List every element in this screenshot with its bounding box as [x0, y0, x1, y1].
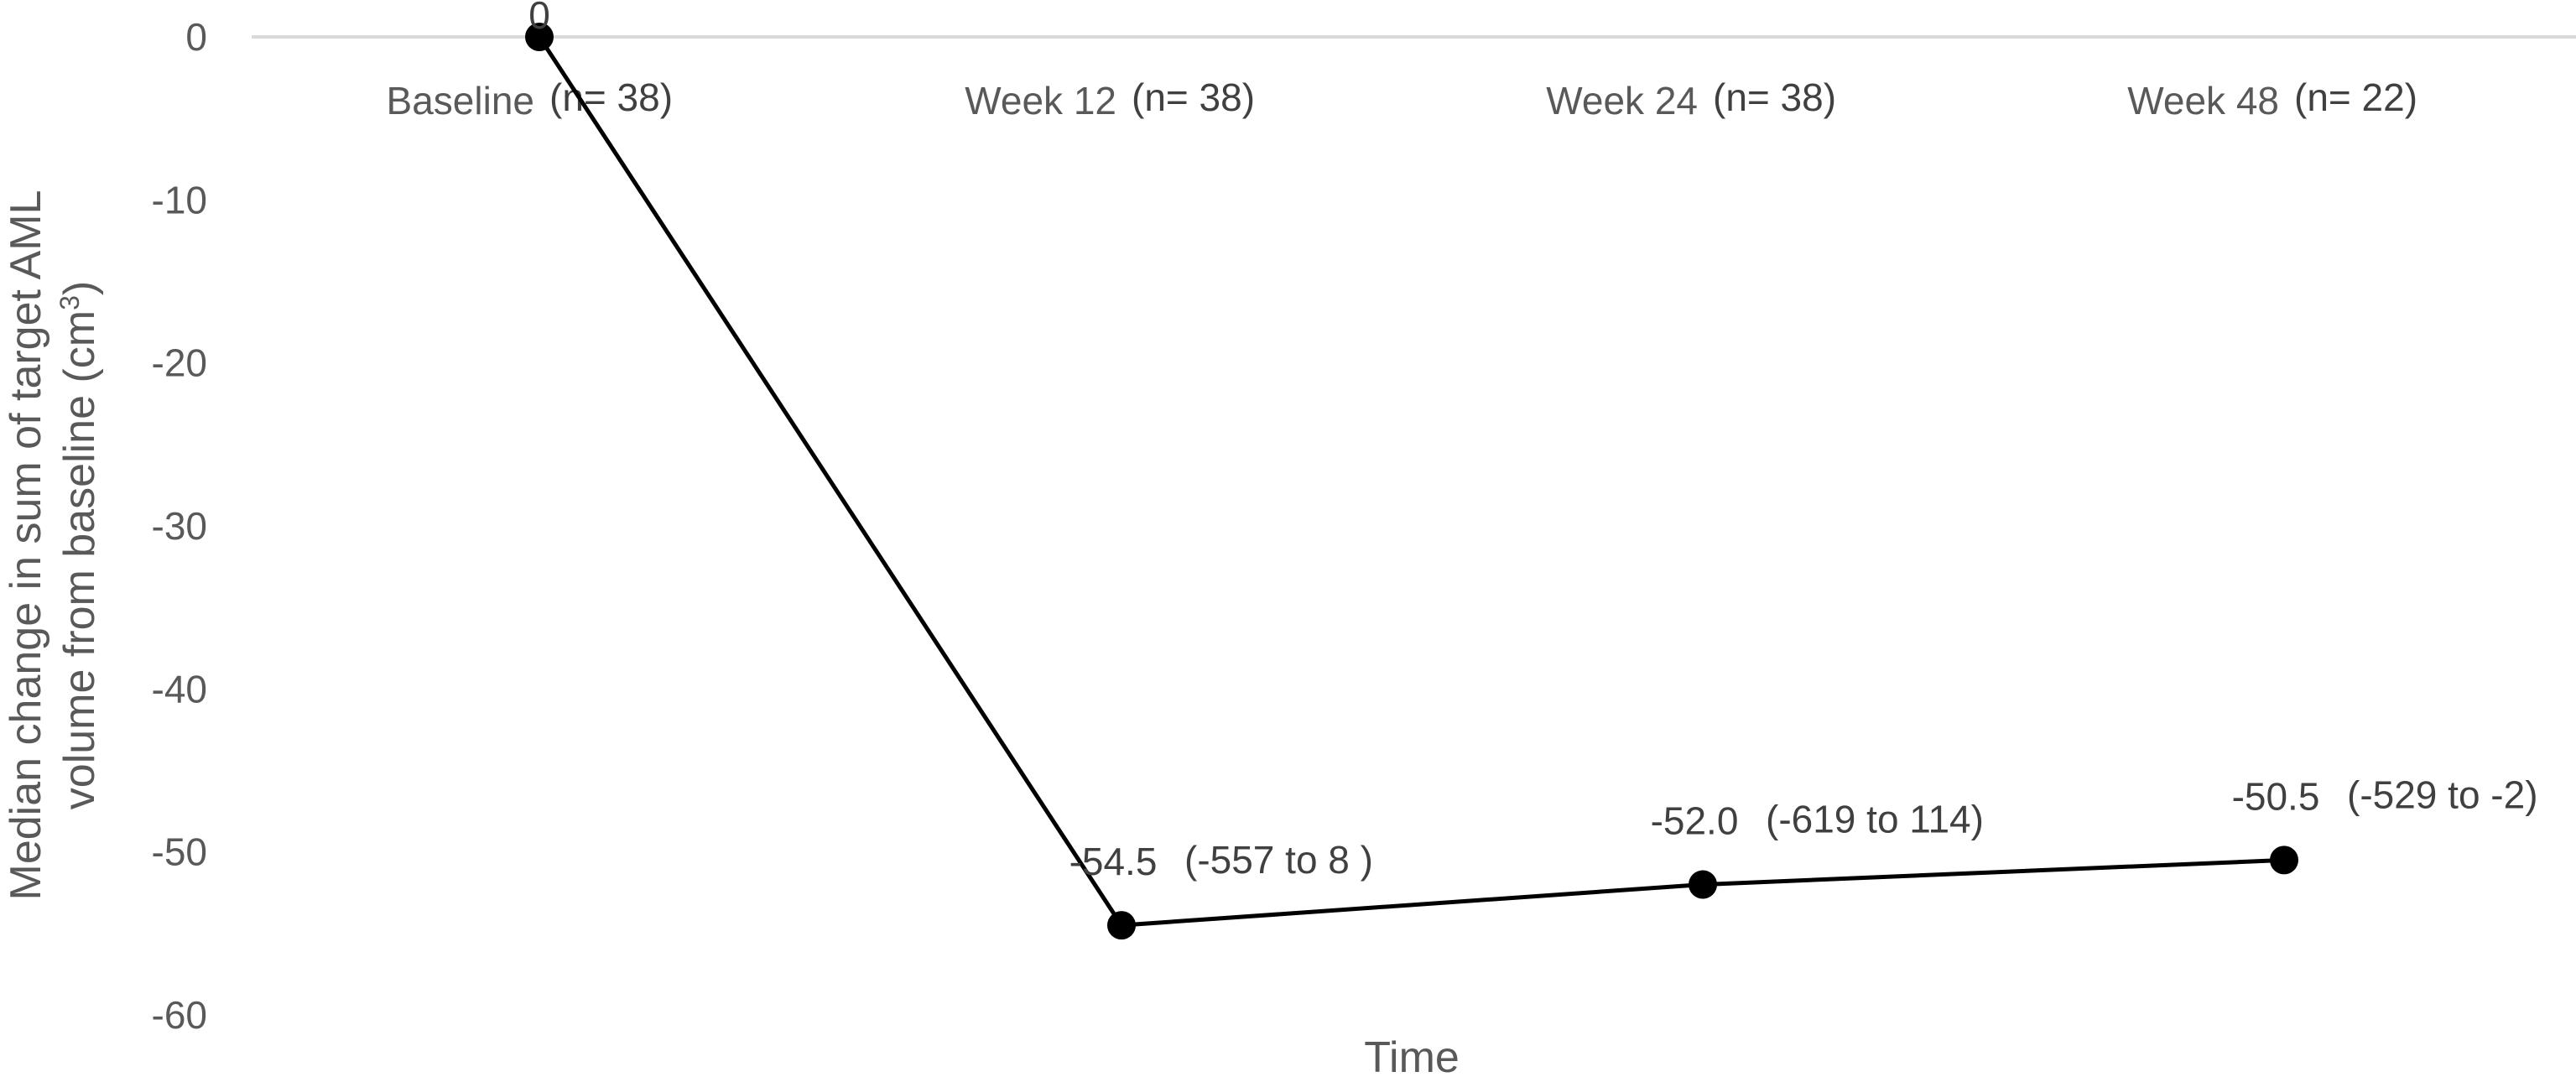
plot-area: 0 -54.5 (-557 to 8 ) -52.0 (-619 to 114) -50.…: [252, 0, 2576, 940]
category-label: Week 12: [965, 79, 1116, 122]
y-tick-label: -10: [152, 178, 207, 221]
y-axis-title-line2: volume from baseline (cm: [55, 310, 104, 809]
y-tick-label: -40: [152, 667, 207, 710]
data-label: 0: [528, 0, 550, 37]
data-point: [1107, 911, 1136, 940]
y-axis-title-superscript: 3: [55, 295, 85, 310]
range-label: (-529 to -2): [2347, 773, 2538, 816]
data-label: -54.5: [1069, 840, 1158, 883]
data-point: [2270, 845, 2298, 875]
y-axis-title-suffix: ): [55, 281, 104, 295]
range-label: (-619 to 114): [1766, 798, 1984, 841]
y-axis-title: Median change in sum of target AML volum…: [2, 190, 104, 901]
category-label: Week 48: [2127, 79, 2279, 122]
sample-size-label: (n= 38): [1132, 75, 1255, 119]
sample-size-label: (n= 38): [1713, 75, 1836, 119]
y-tick-label: -30: [152, 504, 207, 548]
data-point: [525, 23, 554, 51]
y-tick-label: 0: [185, 15, 207, 59]
category-label: Baseline: [387, 79, 534, 122]
category-label: Week 24: [1546, 79, 1698, 122]
data-label: -52.0: [1651, 799, 1739, 843]
range-label: (-557 to 8 ): [1184, 838, 1373, 882]
data-label: -50.5: [2232, 774, 2320, 818]
y-tick-label: -50: [152, 830, 207, 874]
category-labels: Baseline (n= 38) Week 12 (n= 38) Week 24 (n= …: [387, 75, 2417, 122]
series-line: [537, 35, 2285, 928]
sample-size-label: (n= 22): [2294, 75, 2417, 119]
data-point: [1689, 870, 1717, 899]
y-tick-labels: 0 -10 -20 -30 -40 -50 -60: [152, 15, 207, 1037]
svg-text:Median change in sum of target: Median change in sum of target AML: [2, 190, 50, 901]
y-tick-label: -60: [152, 993, 207, 1037]
y-tick-label: -20: [152, 341, 207, 385]
svg-text:volume from baseline (cm3): volume from baseline (cm3): [55, 281, 104, 809]
y-axis-title-line1: Median change in sum of target AML: [2, 190, 50, 901]
x-axis-title: Time: [1364, 1033, 1460, 1077]
